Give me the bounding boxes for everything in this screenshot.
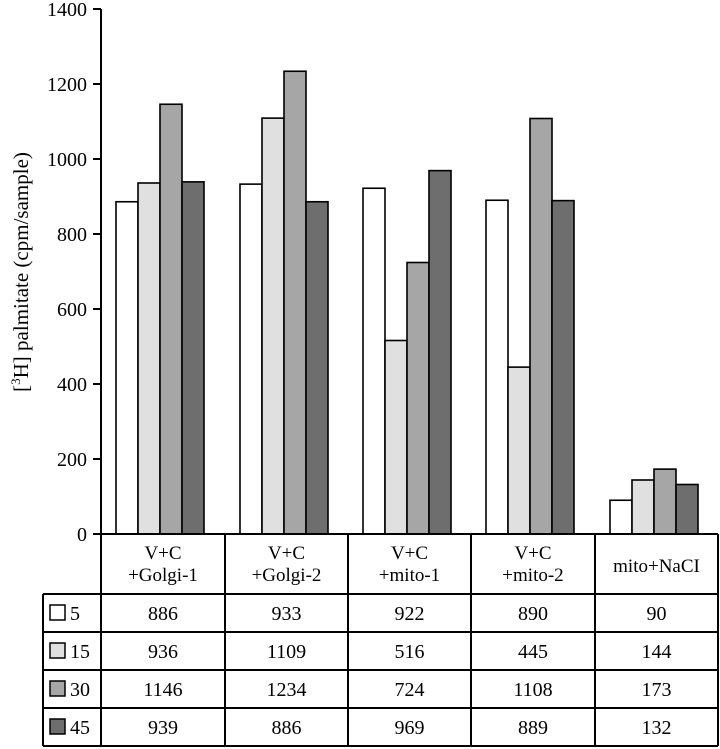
y-tick-label: 600 [57, 299, 87, 321]
category-label: +mito-2 [502, 565, 563, 586]
category-label: +Golgi-1 [128, 565, 198, 586]
bar-45-4 [675, 483, 699, 535]
bar-30-2 [406, 261, 430, 535]
category-label: V+C [391, 543, 428, 564]
table-cell: 890 [518, 603, 548, 625]
table-cell: 144 [642, 641, 672, 663]
table-cell: 933 [272, 603, 302, 625]
bar-15-4 [631, 479, 655, 535]
y-axis-label: [3H] palmitate (cpm/sample) [8, 152, 33, 392]
table-cell: 1146 [143, 679, 182, 701]
y-axis-label-prefix: [ [9, 385, 33, 392]
table-cell: 724 [395, 679, 425, 701]
bar-5-0 [115, 200, 139, 535]
table-cell: 132 [642, 717, 672, 739]
table-cell: 1109 [267, 641, 306, 663]
legend-swatch-45 [49, 718, 66, 735]
bar-30-0 [159, 103, 183, 535]
y-tick-label: 1400 [47, 0, 87, 21]
table-cell: 939 [148, 717, 178, 739]
table-cell: 1108 [513, 679, 552, 701]
category-label: mito+NaCI [613, 556, 700, 577]
bar-30-1 [283, 70, 307, 535]
y-tick-label: 800 [57, 224, 87, 246]
category-label: V+C [514, 543, 551, 564]
y-tick-label: 0 [77, 524, 87, 546]
bar-30-4 [653, 468, 677, 535]
legend-swatch-30 [49, 680, 66, 697]
bar-5-4 [609, 499, 633, 535]
legend-label: 45 [70, 717, 90, 739]
y-tick-label: 200 [57, 449, 87, 471]
y-axis-label-sup: 3 [8, 378, 23, 385]
bar-15-0 [137, 182, 161, 535]
bar-5-2 [362, 187, 386, 535]
table-cell: 936 [148, 641, 178, 663]
table-cell: 889 [518, 717, 548, 739]
category-label: +mito-1 [379, 565, 440, 586]
table-cell: 173 [642, 679, 672, 701]
legend-label: 15 [70, 641, 90, 663]
bar-5-3 [485, 199, 509, 535]
y-tick-label: 1000 [47, 149, 87, 171]
table-cell: 516 [395, 641, 425, 663]
table-cell: 445 [518, 641, 548, 663]
bar-45-1 [305, 200, 329, 535]
legend-label: 30 [70, 679, 90, 701]
legend-label: 5 [70, 603, 80, 625]
bar-15-2 [384, 339, 408, 535]
bar-30-3 [529, 117, 553, 535]
category-label: +Golgi-2 [252, 565, 322, 586]
table-cell: 886 [148, 603, 178, 625]
bar-45-2 [428, 169, 452, 535]
bar-15-1 [261, 117, 285, 535]
table-cell: 886 [272, 717, 302, 739]
y-tick-label: 400 [57, 374, 87, 396]
legend-swatch-5 [49, 604, 66, 621]
table-cell: 90 [647, 603, 667, 625]
y-tick-label: 1200 [47, 74, 87, 96]
table-cell: 969 [395, 717, 425, 739]
legend-swatch-15 [49, 642, 66, 659]
category-label: V+C [268, 543, 305, 564]
bar-15-3 [507, 366, 531, 535]
category-label: V+C [144, 543, 181, 564]
bar-45-0 [181, 181, 205, 535]
bar-5-1 [239, 183, 263, 535]
table-cell: 1234 [267, 679, 307, 701]
bar-45-3 [551, 199, 575, 535]
table-cell: 922 [395, 603, 425, 625]
y-axis-label-text: H] palmitate (cpm/sample) [9, 152, 33, 378]
